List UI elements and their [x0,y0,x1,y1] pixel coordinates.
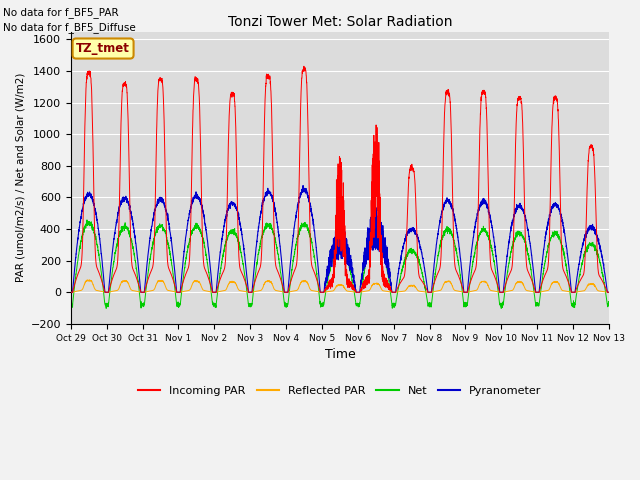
Text: No data for f_BF5_Diffuse: No data for f_BF5_Diffuse [3,22,136,33]
Y-axis label: PAR (umol/m2/s) / Net and Solar (W/m2): PAR (umol/m2/s) / Net and Solar (W/m2) [15,73,25,282]
X-axis label: Time: Time [324,348,355,361]
Legend: Incoming PAR, Reflected PAR, Net, Pyranometer: Incoming PAR, Reflected PAR, Net, Pyrano… [134,381,546,400]
Text: No data for f_BF5_PAR: No data for f_BF5_PAR [3,7,119,18]
Title: Tonzi Tower Met: Solar Radiation: Tonzi Tower Met: Solar Radiation [228,15,452,29]
Text: TZ_tmet: TZ_tmet [76,42,130,55]
